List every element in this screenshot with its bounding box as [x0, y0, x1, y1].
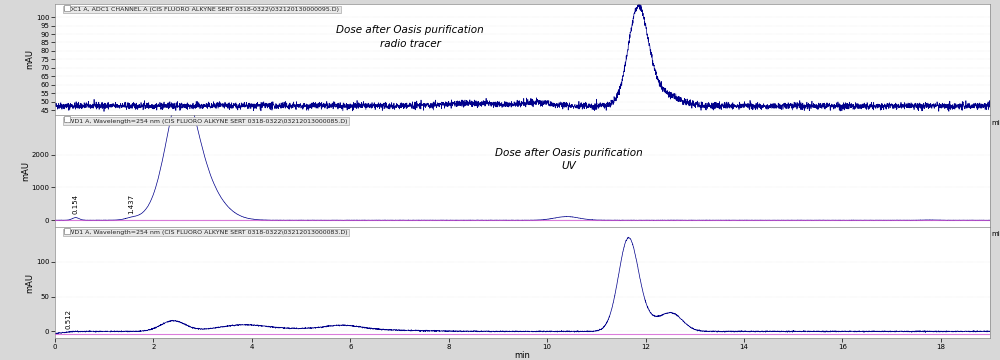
Text: 1.437: 1.437: [128, 194, 134, 214]
Text: min: min: [992, 231, 1000, 237]
Text: Dose after Oasis purification
UV: Dose after Oasis purification UV: [495, 148, 643, 171]
X-axis label: min: min: [515, 351, 530, 360]
Y-axis label: mAU: mAU: [26, 273, 35, 293]
Text: 0.154: 0.154: [73, 194, 79, 214]
Y-axis label: mAU: mAU: [26, 49, 35, 69]
Text: VWD1 A, Wavelength=254 nm (CIS FLUORO ALKYNE SERT 0318-0322\03212013000085.D): VWD1 A, Wavelength=254 nm (CIS FLUORO AL…: [64, 118, 348, 123]
Text: VWD1 A, Wavelength=254 nm (CIS FLUORO ALKYNE SERT 0318-0322\03212013000083.D): VWD1 A, Wavelength=254 nm (CIS FLUORO AL…: [64, 230, 348, 235]
Y-axis label: mAU: mAU: [21, 161, 30, 181]
Text: ADC1 A, ADC1 CHANNEL A (CIS FLUORO ALKYNE SERT 0318-0322\032120130000095.D): ADC1 A, ADC1 CHANNEL A (CIS FLUORO ALKYN…: [64, 7, 339, 12]
Text: 0.512: 0.512: [66, 309, 72, 329]
Text: min: min: [992, 120, 1000, 126]
Text: Dose after Oasis purification
radio tracer: Dose after Oasis purification radio trac…: [336, 26, 484, 49]
